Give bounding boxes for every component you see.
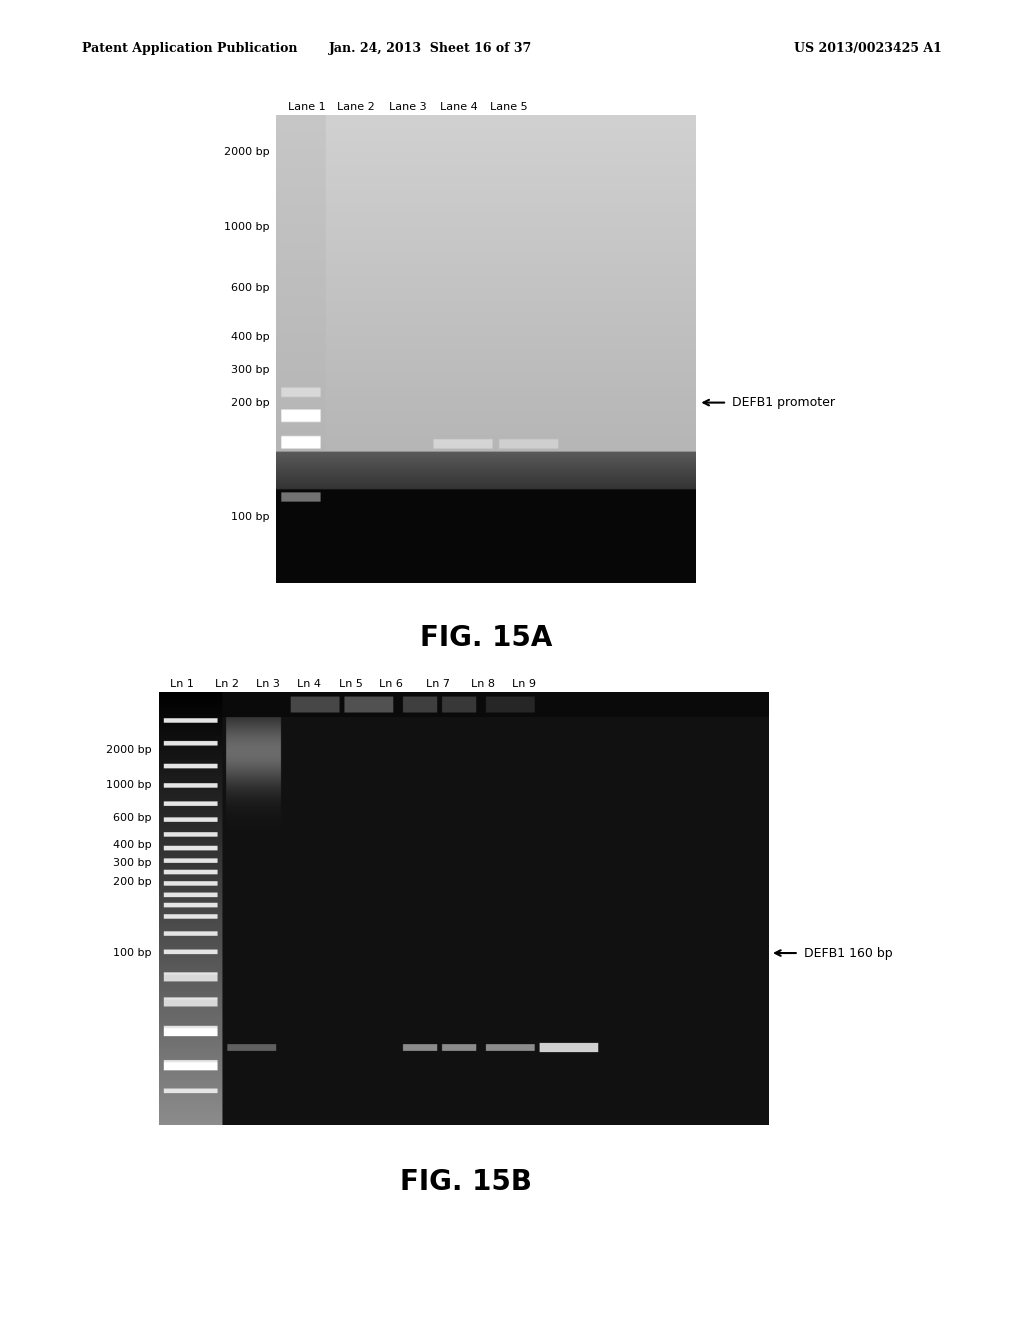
Text: 200 bp: 200 bp — [113, 876, 152, 887]
Text: 400 bp: 400 bp — [113, 840, 152, 850]
Text: Lane 2: Lane 2 — [338, 102, 375, 112]
Text: Ln 9: Ln 9 — [512, 678, 537, 689]
Text: Jan. 24, 2013  Sheet 16 of 37: Jan. 24, 2013 Sheet 16 of 37 — [329, 42, 531, 55]
Text: 400 bp: 400 bp — [230, 331, 269, 342]
Text: Ln 5: Ln 5 — [339, 678, 364, 689]
Text: FIG. 15B: FIG. 15B — [400, 1168, 531, 1196]
Text: 1000 bp: 1000 bp — [224, 222, 269, 232]
Text: 2000 bp: 2000 bp — [105, 744, 152, 755]
Text: 200 bp: 200 bp — [230, 397, 269, 408]
Text: 600 bp: 600 bp — [230, 282, 269, 293]
Text: FIG. 15A: FIG. 15A — [420, 624, 553, 652]
Text: 300 bp: 300 bp — [113, 858, 152, 869]
Text: 100 bp: 100 bp — [113, 948, 152, 958]
Text: Ln 8: Ln 8 — [471, 678, 496, 689]
Text: Ln 7: Ln 7 — [426, 678, 451, 689]
Text: Lane 5: Lane 5 — [490, 102, 527, 112]
Text: Ln 6: Ln 6 — [379, 678, 403, 689]
Text: DEFB1 160 bp: DEFB1 160 bp — [804, 946, 893, 960]
Text: 2000 bp: 2000 bp — [223, 147, 269, 157]
Text: Ln 2: Ln 2 — [215, 678, 240, 689]
Text: Lane 4: Lane 4 — [440, 102, 477, 112]
Text: Ln 4: Ln 4 — [297, 678, 322, 689]
Text: Patent Application Publication: Patent Application Publication — [82, 42, 297, 55]
Text: Ln 1: Ln 1 — [170, 678, 195, 689]
Text: 1000 bp: 1000 bp — [106, 780, 152, 791]
Text: US 2013/0023425 A1: US 2013/0023425 A1 — [795, 42, 942, 55]
Text: Lane 3: Lane 3 — [389, 102, 426, 112]
Text: 300 bp: 300 bp — [230, 364, 269, 375]
Text: DEFB1 promoter: DEFB1 promoter — [732, 396, 836, 409]
Text: Ln 3: Ln 3 — [256, 678, 281, 689]
Text: 600 bp: 600 bp — [113, 813, 152, 824]
Text: Lane 1: Lane 1 — [289, 102, 326, 112]
Text: 100 bp: 100 bp — [230, 512, 269, 523]
